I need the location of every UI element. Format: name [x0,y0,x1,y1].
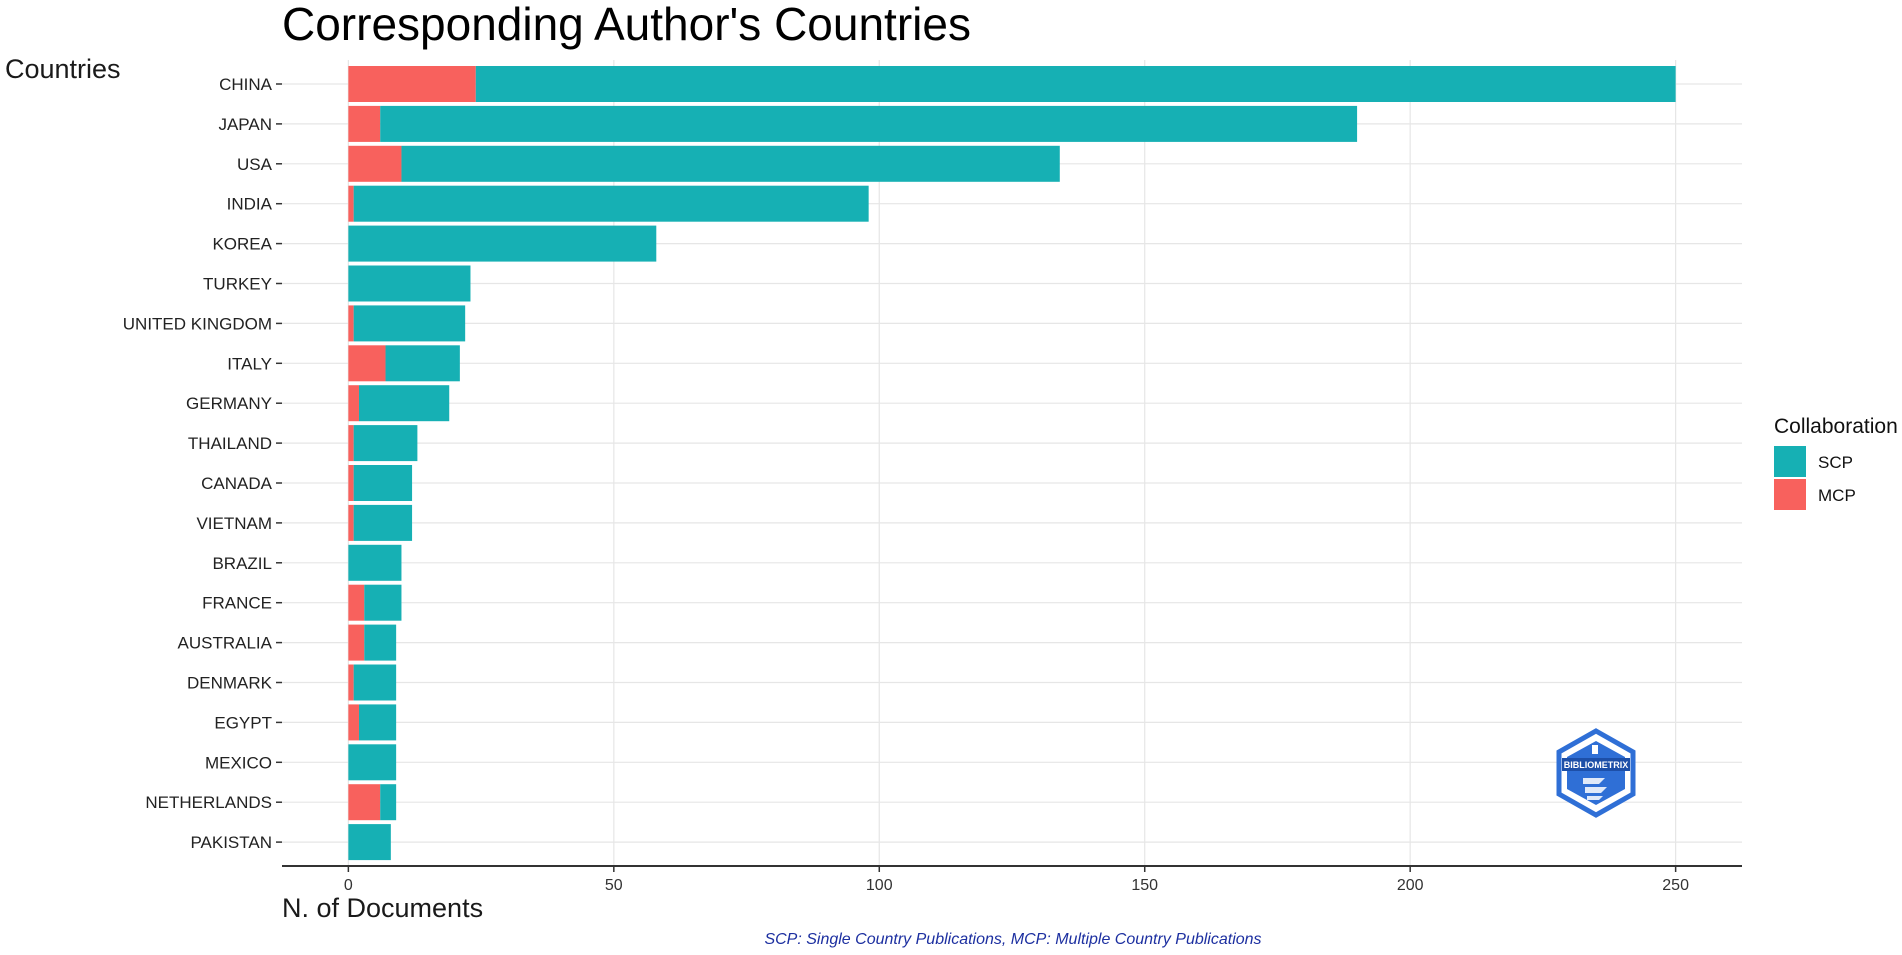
bar-mcp-6 [348,305,354,342]
bar-scp-14 [364,624,397,661]
bar-scp-0 [475,66,1676,102]
legend-title: Collaboration [1774,415,1898,438]
y-tick-label: INDIA [227,195,273,214]
bar-scp-1 [380,105,1358,142]
y-tick-label: VIETNAM [196,514,272,533]
y-tick-label: CHINA [219,75,273,94]
y-axis-categories: CHINA JAPAN USA INDIA KOREA TURKEY UNITED KING… [123,75,282,852]
logo-text: BIBLIOMETRIX [1564,760,1629,770]
y-tick-label: GERMANY [186,394,272,413]
bar-scp-7 [385,345,460,382]
bars [348,66,1676,861]
bar-mcp-18 [348,784,381,821]
legend-label-mcp: MCP [1818,486,1856,505]
bar-scp-2 [401,145,1060,182]
bar-scp-13 [364,584,402,621]
bar-scp-12 [348,544,402,581]
y-axis-title: Countries [5,54,121,84]
bar-mcp-14 [348,624,365,661]
y-tick-label: DENMARK [187,674,273,693]
x-tick-label: 100 [866,877,893,894]
bar-scp-16 [358,704,397,741]
bar-scp-19 [348,824,391,861]
legend-swatch-scp [1774,446,1806,477]
bar-scp-4 [348,225,657,262]
bar-scp-3 [353,185,869,222]
bar-mcp-8 [348,385,359,422]
bar-mcp-7 [348,345,386,382]
y-tick-label: PAKISTAN [190,833,272,852]
legend-swatch-mcp [1774,479,1806,510]
x-tick-label: 150 [1131,877,1158,894]
bar-scp-8 [358,385,450,422]
bar-scp-5 [348,265,471,302]
x-tick-label: 250 [1662,877,1689,894]
y-tick-label: NETHERLANDS [145,793,272,812]
chart-title: Corresponding Author's Countries [282,0,971,50]
bar-mcp-3 [348,185,354,222]
y-tick-label: ITALY [227,354,272,373]
bar-scp-10 [353,465,413,501]
x-tick-label: 200 [1397,877,1424,894]
x-axis: 0 50 100 150 200 250 [282,865,1742,894]
bar-mcp-11 [348,504,354,541]
bar-scp-18 [380,784,397,821]
legend-label-scp: SCP [1818,453,1853,472]
y-tick-label: BRAZIL [212,554,272,573]
y-tick-label: KOREA [212,235,272,254]
y-tick-label: JAPAN [218,115,272,134]
bar-mcp-9 [348,425,354,462]
grid-lines [282,60,1742,866]
y-tick-label: USA [237,155,273,174]
bar-mcp-0 [348,66,476,102]
y-tick-label: UNITED KINGDOM [123,314,272,333]
x-tick-label: 50 [605,877,623,894]
bar-mcp-15 [348,664,354,701]
chart-caption: SCP: Single Country Publications, MCP: M… [764,931,1261,948]
bar-scp-11 [353,504,413,541]
bar-scp-17 [348,744,397,781]
bibliometrix-logo: BIBLIOMETRIX [1556,728,1636,818]
x-tick-label: 0 [344,877,353,894]
y-tick-label: MEXICO [205,753,272,772]
bar-scp-6 [353,305,466,342]
x-axis-title: N. of Documents [282,893,483,923]
bar-scp-9 [353,425,418,462]
bar-mcp-1 [348,105,381,142]
y-tick-label: AUSTRALIA [178,634,273,653]
y-tick-label: FRANCE [202,594,272,613]
bar-mcp-16 [348,704,359,741]
y-tick-label: CANADA [201,474,273,493]
y-tick-label: EGYPT [214,713,272,732]
legend: Collaboration SCP MCP [1774,415,1898,510]
y-tick-label: TURKEY [203,275,272,294]
bar-mcp-10 [348,465,354,501]
y-tick-label: THAILAND [188,434,272,453]
bar-scp-15 [353,664,397,701]
bar-mcp-2 [348,145,402,182]
bar-mcp-13 [348,584,365,621]
